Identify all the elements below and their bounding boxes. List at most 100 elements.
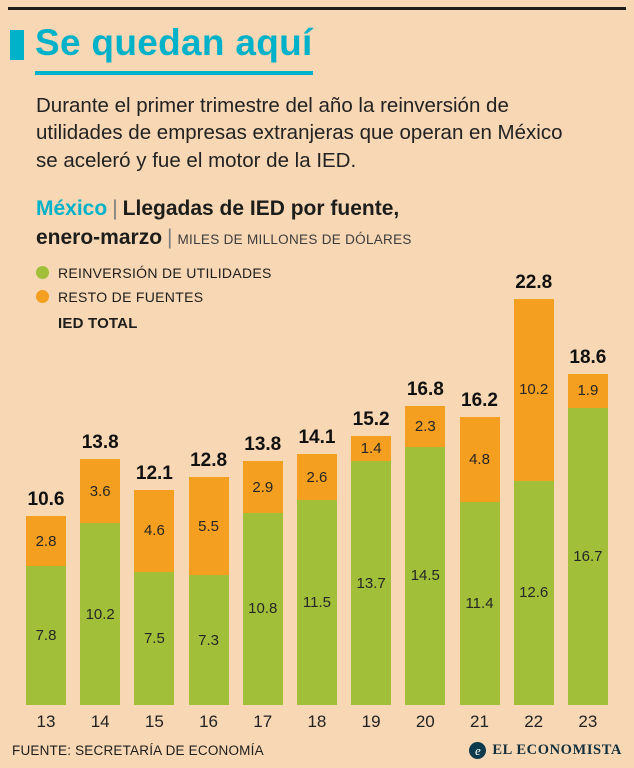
title-row: Se quedan aquí	[10, 22, 624, 75]
bar-segment-green: 10.2	[80, 523, 121, 705]
legend-item-reinversion: REINVERSIÓN DE UTILIDADES	[36, 265, 624, 281]
bars: 10.6 2.8 7.8 13 13.8 3.6 10.2 14 12.1 4.6 7.5 15 12.…	[26, 272, 608, 732]
x-axis-label: 13	[36, 712, 56, 731]
stacked-bar-chart: 10.6 2.8 7.8 13 13.8 3.6 10.2 14 12.1 4.6 7.5 15 12.…	[0, 272, 634, 732]
legend-dot-orange	[36, 290, 49, 304]
subtitle-separator-1: |	[112, 196, 118, 220]
bar-segment-green: 10.8	[242, 512, 283, 705]
x-axis-label: 17	[253, 712, 273, 731]
bar-segment-orange: 2.8	[26, 516, 66, 567]
bar-segment-value: 7.5	[143, 629, 165, 647]
bar-total-label: 10.6	[27, 489, 65, 511]
bar-total-label: 12.1	[135, 462, 173, 484]
bar-segment-value: 11.5	[302, 594, 331, 612]
header: Se quedan aquí Durante el primer trimest…	[10, 22, 624, 332]
subtitle-country: México	[36, 196, 108, 220]
bar-segment-orange: 2.3	[405, 406, 446, 447]
bar-segment-orange: 4.6	[134, 489, 175, 572]
x-axis-label: 21	[470, 712, 489, 731]
bar-segment-value: 11.4	[465, 595, 494, 613]
bar-column: 14.1 2.6 11.5 18	[296, 427, 337, 732]
bar-segment-value: 14.5	[410, 567, 440, 585]
bar-total-label: 16.8	[406, 379, 444, 401]
bar-segment-green: 14.5	[405, 446, 446, 705]
bar-total-label: 14.1	[298, 427, 336, 449]
subtitle-title-line2: enero-marzo	[36, 226, 163, 250]
bar-column: 10.6 2.8 7.8 13	[26, 489, 66, 732]
footer: FUENTE: SECRETARÍA DE ECONOMÍA e EL ECON…	[12, 742, 622, 759]
bar-segment-value: 13.7	[356, 574, 386, 592]
bar-segment-value: 2.6	[306, 468, 328, 486]
bar-segment-value: 5.5	[198, 517, 219, 535]
legend-dot-green	[36, 266, 49, 280]
bar-column: 12.1 4.6 7.5 15	[134, 462, 175, 732]
x-axis-label: 23	[578, 712, 598, 731]
x-axis-label: 15	[144, 712, 164, 731]
bar-column: 15.2 1.4 13.7 19	[351, 409, 392, 732]
bar-segment-orange: 2.9	[242, 461, 283, 513]
bar-segment-green: 7.5	[134, 571, 175, 705]
bar-segment-value: 10.2	[85, 605, 115, 623]
bar-segment-orange: 3.6	[80, 459, 121, 524]
legend-label-resto: RESTO DE FUENTES	[58, 288, 204, 305]
bar-segment-value: 7.8	[35, 627, 57, 645]
bar-segment-orange: 5.5	[188, 477, 229, 576]
bar-column: 13.8 3.6 10.2 14	[80, 432, 121, 732]
bar-segment-green: 11.5	[296, 500, 337, 705]
title-accent-marker	[10, 30, 24, 60]
page-title: Se quedan aquí	[35, 22, 313, 75]
bar-segment-value: 1.4	[360, 440, 382, 458]
bar-segment-orange: 1.4	[351, 436, 392, 462]
x-axis-label: 14	[90, 712, 110, 731]
source-text: FUENTE: SECRETARÍA DE ECONOMÍA	[12, 743, 264, 758]
bar-segment-orange: 4.8	[459, 416, 500, 503]
subtitle-title-line1: Llegadas de IED por fuente,	[122, 196, 400, 220]
bar-total-label: 18.6	[569, 346, 607, 368]
bar-segment-value: 4.6	[143, 522, 165, 540]
bar-column: 16.2 4.8 11.4 21	[459, 390, 500, 732]
chart-subtitle: México | Llegadas de IED por fuente, enero…	[36, 194, 624, 253]
bar-segment-value: 2.3	[414, 417, 436, 435]
legend: REINVERSIÓN DE UTILIDADES RESTO DE FUENT…	[36, 265, 624, 332]
brand-circle-icon: e	[469, 742, 487, 759]
bar-segment-orange: 2.6	[296, 454, 337, 501]
legend-label-ied-total: IED TOTAL	[58, 314, 138, 332]
bar-segment-green: 7.8	[26, 566, 66, 705]
bar-column: 16.8 2.3 14.5 20	[405, 379, 446, 732]
legend-label-reinversion: REINVERSIÓN DE UTILIDADES	[58, 264, 272, 281]
bar-segment-value: 2.8	[35, 532, 57, 550]
bar-segment-value: 1.9	[577, 382, 599, 400]
bar-total-label: 22.8	[515, 272, 553, 294]
x-axis-label: 16	[199, 712, 219, 731]
bar-segment-value: 2.9	[252, 478, 274, 496]
bar-column: 12.8 5.5 7.3 16	[188, 450, 229, 732]
bar-total-label: 15.2	[352, 409, 390, 431]
x-axis-label: 22	[524, 712, 544, 731]
top-rule	[8, 7, 626, 10]
bar-segment-green: 16.7	[567, 407, 608, 705]
bar-total-label: 13.8	[81, 432, 119, 454]
bar-segment-green: 7.3	[188, 575, 229, 705]
brand-logo: e EL ECONOMISTA	[469, 742, 622, 759]
bar-segment-value: 12.6	[519, 584, 549, 602]
bar-total-label: 12.8	[190, 450, 228, 472]
bar-segment-value: 10.8	[248, 600, 278, 618]
brand-name: EL ECONOMISTA	[492, 742, 622, 758]
chart-subtitle-line2: enero-marzo | MILES DE MILLONES DE DÓLARES	[36, 223, 624, 252]
intro-text: Durante el primer trimestre del año la r…	[36, 94, 563, 172]
subtitle-separator-2: |	[167, 226, 173, 250]
bar-segment-green: 13.7	[351, 461, 392, 705]
bar-segment-green: 11.4	[459, 502, 500, 705]
bar-segment-orange: 1.9	[567, 373, 608, 408]
bar-segment-value: 10.2	[519, 381, 549, 399]
bar-column: 22.8 10.2 12.6 22	[513, 272, 554, 732]
bar-segment-value: 7.3	[198, 631, 219, 649]
bar-total-label: 13.8	[244, 434, 282, 456]
x-axis-label: 20	[415, 712, 435, 731]
subtitle-units: MILES DE MILLONES DE DÓLARES	[177, 232, 412, 248]
bar-column: 13.8 2.9 10.8 17	[242, 434, 283, 732]
bar-segment-value: 4.8	[469, 450, 490, 468]
bar-segment-value: 16.7	[573, 547, 603, 565]
x-axis-label: 18	[307, 712, 327, 731]
